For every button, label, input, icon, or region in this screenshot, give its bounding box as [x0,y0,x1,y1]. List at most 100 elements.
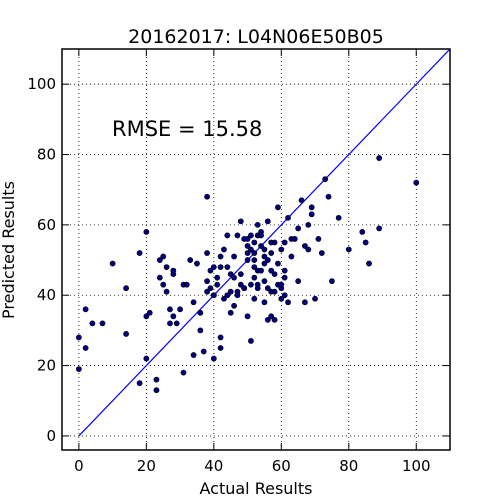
scatter-point [231,274,237,281]
scatter-point [244,250,251,256]
scatter-point [190,352,197,358]
scatter-point [160,281,167,288]
scatter-point [345,246,352,253]
scatter-points [75,155,420,394]
chart-title: 20162017: L04N06E50B05 [128,26,384,48]
scatter-point [251,250,258,256]
scatter-point [167,306,173,313]
scatter-point [312,295,318,302]
y-tick-label: 0 [46,427,56,445]
scatter-point [237,218,244,225]
scatter-point [285,299,291,306]
scatter-point [244,257,251,263]
scatter-point [413,179,420,186]
scatter-point [302,243,308,249]
scatter-point [254,285,261,292]
scatter-point [298,197,305,204]
scatter-point [278,295,285,302]
reference-line-layer [78,49,450,437]
scatter-point [271,271,278,278]
scatter-point [221,295,227,302]
scatter-point [251,295,258,302]
scatter-point [136,250,143,256]
scatter-point [271,316,278,323]
scatter-point [143,313,150,320]
scatter-point [227,288,234,295]
scatter-point [305,221,312,228]
scatter-point [366,260,372,267]
scatter-point [248,232,254,239]
scatter-point [224,292,231,299]
scatter-point [264,316,271,323]
identity-reference-line [78,49,450,437]
scatter-point [217,264,224,270]
scatter-point [204,250,210,256]
scatter-point [210,264,217,270]
scatter-point [308,204,315,211]
scatter-point [156,257,163,263]
y-tick-label: 40 [37,286,56,304]
scatter-point [237,281,244,288]
scatter-point [183,281,190,288]
scatter-point [254,221,261,228]
scatter-point [285,214,291,221]
scatter-point [207,267,214,274]
scatter-point [329,278,335,285]
scatter-point [302,299,308,306]
scatter-point [322,176,329,183]
scatter-point [264,285,271,292]
scatter-point [204,278,210,285]
y-tick-label: 60 [37,216,56,234]
y-tick-label: 100 [27,75,56,93]
scatter-point [123,285,130,292]
scatter-point [204,288,210,295]
scatter-point [197,327,204,334]
scatter-point [227,271,234,278]
axis-ticks: 0 20 40 60 80 100 0 20 40 60 80 100 [27,49,450,475]
scatter-point [325,193,332,200]
scatter-point [163,264,170,270]
scatter-point [217,334,224,341]
scatter-point [89,320,96,327]
x-tick-label: 60 [272,457,291,475]
scatter-point [376,225,383,232]
scatter-point [315,236,322,242]
scatter-point [200,348,207,355]
scatter-point [109,260,116,267]
y-tick-label: 80 [37,146,56,164]
scatter-point [271,288,278,295]
x-axis-label: Actual Results [200,479,313,498]
scatter-point [153,387,160,394]
scatter-point [153,376,160,383]
scatter-point [244,313,251,320]
scatter-point [305,246,312,253]
x-tick-label: 80 [339,457,358,475]
scatter-point [268,313,275,320]
scatter-point [75,334,82,341]
scatter-point [217,253,224,260]
scatter-point [261,253,268,260]
scatter-point [335,214,342,221]
scatter-point [248,281,254,288]
scatter-point [261,260,268,267]
scatter-point [258,232,264,239]
scatter-point [244,243,251,249]
scatter-point [194,260,200,267]
x-tick-label: 20 [137,457,156,475]
scatter-point [210,355,217,362]
scatter-point [261,246,268,253]
scatter-point [170,267,177,274]
scatter-point [190,299,197,306]
scatter-point [210,292,217,299]
scatter-point [227,309,234,316]
scatter-point [264,218,271,225]
scatter-point [318,250,325,256]
scatter-point [143,355,150,362]
scatter-point [295,225,302,232]
scatter-point [362,239,369,246]
scatter-point [291,236,298,242]
scatter-point [251,257,258,263]
scatter-point [143,229,150,235]
scatter-point [281,267,288,274]
